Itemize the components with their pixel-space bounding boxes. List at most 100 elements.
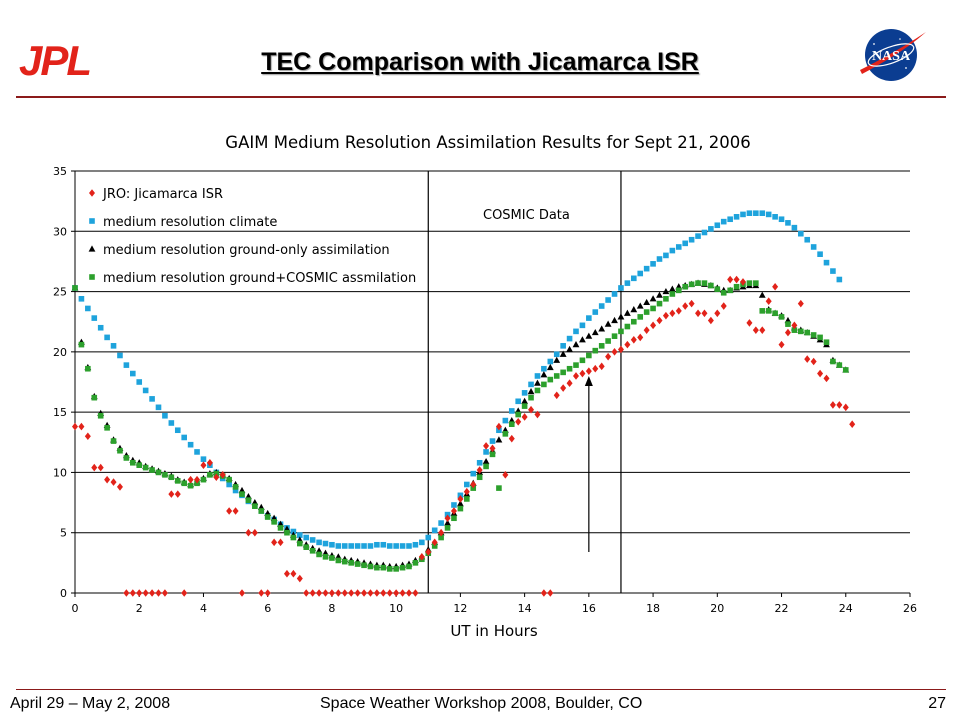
- series-3-point-10: [136, 462, 143, 468]
- series-0-point-23: [219, 471, 226, 479]
- y-tick-label-20: 20: [53, 346, 67, 359]
- series-1-point-25: [232, 487, 239, 494]
- series-0-point-111: [784, 328, 791, 337]
- series-0-point-4: [97, 463, 104, 472]
- series-0-point-30: [264, 589, 271, 597]
- y-tick-label-5: 5: [60, 527, 67, 540]
- series-3-point-31: [271, 519, 277, 525]
- series-0-point-25: [232, 507, 239, 515]
- series-0-point-78: [573, 372, 579, 380]
- series-1-point-100: [714, 222, 721, 229]
- series-1-point-20: [200, 456, 207, 462]
- series-1-point-42: [341, 543, 348, 549]
- series-0-point-50: [393, 589, 400, 597]
- series-0-point-97: [695, 309, 702, 318]
- series-1-point-109: [772, 214, 778, 220]
- series-3-point-80: [586, 352, 592, 359]
- series-1-point-43: [348, 543, 354, 549]
- cosmic-data-label: COSMIC Data: [483, 208, 570, 223]
- series-0-point-9: [129, 589, 136, 597]
- series-3-point-50: [393, 566, 399, 572]
- series-0-point-64: [483, 442, 490, 450]
- series-0-point-62: [470, 480, 477, 489]
- series-1-point-99: [708, 226, 714, 232]
- series-0-point-100: [714, 309, 721, 318]
- series-3-point-41: [335, 557, 342, 564]
- series-3-point-48: [380, 564, 387, 571]
- series-0-point-113: [797, 299, 804, 308]
- series-1-point-13: [155, 404, 162, 411]
- series-3-point-46: [367, 563, 374, 570]
- series-0-point-119: [836, 401, 843, 409]
- series-3-point-4: [97, 412, 104, 419]
- series-3-point-79: [579, 357, 586, 364]
- series-3-point-107: [759, 308, 766, 314]
- series-0-point-3: [91, 463, 98, 472]
- series-0-point-66: [495, 422, 502, 431]
- series-1-point-11: [142, 387, 149, 394]
- series-3-point-7: [117, 447, 123, 454]
- series-1-point-76: [560, 343, 566, 349]
- series-1-point-55: [425, 534, 432, 541]
- series-1-point-119: [836, 276, 843, 283]
- series-1-point-106: [753, 210, 759, 216]
- legend-label-1: medium resolution climate: [103, 215, 277, 230]
- series-3-point-97: [695, 280, 701, 286]
- series-0-point-71: [528, 405, 535, 414]
- series-0-point-105: [746, 319, 753, 327]
- footer-rule: [16, 689, 946, 690]
- series-3-point-90: [650, 305, 656, 312]
- series-0-point-49: [386, 589, 393, 597]
- y-tick-label-15: 15: [53, 406, 67, 419]
- series-1-point-108: [765, 211, 772, 218]
- series-1-point-37: [309, 537, 316, 543]
- series-3-point-116: [817, 334, 823, 341]
- series-3-point-109: [772, 310, 778, 317]
- series-0-point-18: [187, 475, 194, 484]
- series-1-point-92: [663, 252, 669, 259]
- series-3-point-72: [534, 387, 541, 394]
- series-0-point-92: [662, 311, 669, 320]
- series-1-point-103: [733, 214, 740, 220]
- series-0-point-61: [463, 487, 470, 496]
- series-0-point-86: [624, 340, 631, 349]
- series-0-point-110: [778, 340, 785, 349]
- series-2-point-92: [662, 287, 670, 295]
- series-1-point-46: [367, 543, 374, 549]
- series-3-point-81: [592, 347, 599, 354]
- series-3-point-69: [515, 411, 521, 418]
- chart-annotations: COSMIC Data: [427, 171, 622, 593]
- series-0-point-90: [650, 321, 657, 330]
- series-1-point-85: [618, 285, 624, 291]
- series-0-point-8: [123, 589, 130, 597]
- series-2: [71, 279, 850, 570]
- series-3-point-74: [547, 376, 554, 383]
- series-3-point-45: [361, 562, 367, 569]
- series-0-point-76: [560, 384, 567, 392]
- y-axis: 0 5 10 15 20 25 30 35: [53, 165, 76, 600]
- series-0-point-53: [412, 589, 419, 597]
- series-1-point-63: [476, 459, 483, 466]
- series-0-point-94: [675, 307, 682, 315]
- series-0-point-32: [277, 538, 284, 547]
- legend-label-2: medium resolution ground-only assimilati…: [103, 243, 390, 258]
- series-0-point-22: [213, 473, 220, 482]
- series-1-point-105: [746, 210, 753, 216]
- footer-event: Space Weather Workshop 2008, Boulder, CO: [320, 695, 643, 712]
- series-2-point-72: [534, 379, 541, 386]
- series-0-point-75: [553, 391, 560, 400]
- series-0-point-28: [251, 528, 258, 537]
- series-0-point-85: [617, 345, 624, 354]
- x-tick-label-26: 26: [903, 602, 917, 615]
- series-1-point-84: [611, 291, 618, 297]
- series-3: [72, 280, 849, 572]
- series-3-point-60: [457, 505, 464, 512]
- series-3-point-85: [618, 328, 624, 335]
- series-0: [72, 275, 856, 597]
- series-1-point-35: [297, 532, 303, 538]
- legend-marker-0: [89, 189, 95, 197]
- series-3-point-73: [541, 381, 547, 388]
- series-1-point-56: [431, 527, 438, 534]
- series-0-point-115: [810, 357, 817, 366]
- series-0-point-106: [752, 326, 759, 334]
